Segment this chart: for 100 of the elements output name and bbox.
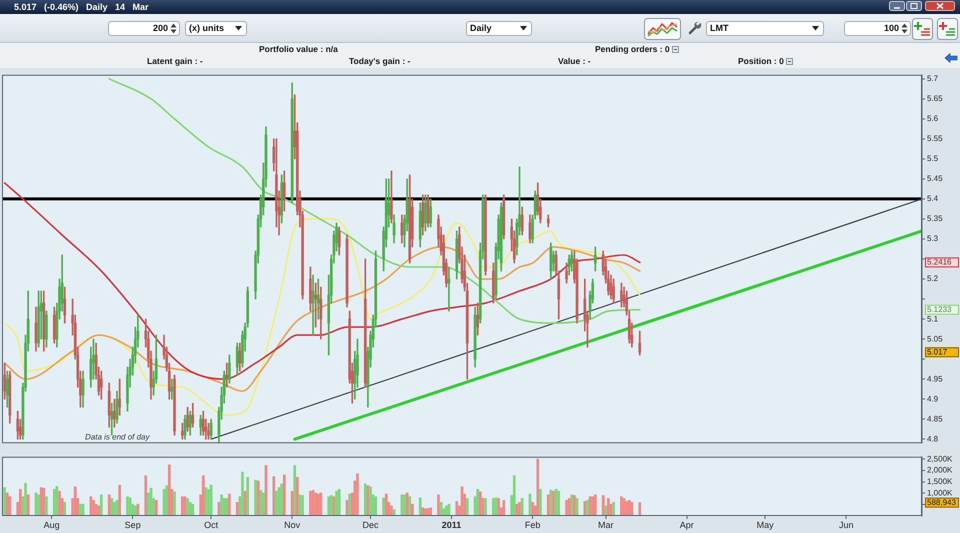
x-tick-label: Sep	[124, 520, 141, 530]
bar	[552, 490, 555, 516]
bar	[37, 494, 40, 516]
bar	[100, 494, 103, 516]
bar	[338, 489, 340, 516]
bar	[437, 494, 440, 516]
text: Value : -	[558, 56, 591, 66]
bar	[554, 489, 558, 516]
y-tick-label: 2,000K	[927, 466, 954, 475]
x-tick-label: Mar	[598, 520, 614, 530]
bar	[546, 494, 550, 516]
bar	[162, 489, 166, 516]
y-tick-label: 1,500K	[927, 477, 954, 486]
y-tick-label: 4.8	[927, 434, 939, 444]
text: Position : 0	[738, 56, 784, 66]
x-tick-label: Dec	[362, 520, 380, 530]
bar	[116, 500, 118, 516]
bar	[392, 509, 396, 516]
bar	[301, 495, 304, 516]
line-series	[4, 218, 641, 416]
bar	[254, 480, 257, 516]
bar	[210, 484, 212, 516]
bar	[18, 489, 22, 516]
bar	[528, 494, 532, 516]
text: Pending orders : 0	[595, 44, 670, 54]
bar	[406, 492, 408, 516]
bar	[403, 494, 406, 516]
bar	[3, 487, 6, 516]
text: Latent gain : -	[147, 56, 203, 66]
bar	[309, 490, 312, 516]
x-tick-label: 2011	[442, 520, 462, 530]
bar	[390, 506, 393, 516]
bar	[264, 465, 268, 516]
text: 100	[884, 23, 899, 33]
bar	[58, 490, 61, 516]
bar	[220, 494, 223, 516]
y-tick-label: 5.5	[927, 154, 939, 164]
bar	[34, 492, 38, 516]
bar	[400, 494, 404, 516]
bar	[335, 490, 338, 516]
candlestick	[448, 266, 450, 312]
bar	[557, 490, 560, 516]
bar	[539, 489, 542, 516]
x-tick-label: Oct	[204, 520, 219, 530]
bar	[620, 496, 623, 516]
bar	[6, 492, 9, 516]
bar	[588, 496, 592, 516]
y-tick-label: 588,943	[927, 498, 956, 507]
bar	[476, 489, 480, 516]
bar	[241, 472, 244, 516]
bar	[24, 482, 27, 516]
bar	[518, 502, 521, 516]
bar	[173, 492, 176, 516]
line-series	[108, 78, 641, 324]
y-tick-label: 5.1233	[927, 304, 952, 314]
bar	[460, 486, 464, 516]
bar	[82, 504, 84, 516]
y-tick-label: 5.4	[927, 194, 939, 204]
bar	[512, 475, 516, 516]
bar	[92, 500, 95, 516]
y-tick-label: 5.017	[927, 348, 948, 357]
bar	[531, 502, 534, 516]
y-tick-label: 1,000K	[927, 488, 954, 498]
bar	[165, 485, 168, 516]
bar	[42, 488, 46, 516]
bar	[108, 494, 110, 516]
bar	[184, 496, 186, 516]
bar	[602, 495, 604, 516]
bar	[186, 498, 189, 516]
text: 200	[152, 23, 168, 33]
bar	[293, 465, 296, 516]
y-tick-label: 4.85	[927, 414, 944, 424]
bar	[262, 492, 265, 516]
x-tick-label: May	[756, 520, 774, 530]
bar	[202, 475, 205, 516]
bar	[484, 498, 487, 516]
bar	[272, 476, 276, 516]
bar	[369, 486, 372, 516]
bar	[40, 487, 43, 516]
bar	[565, 500, 568, 516]
bar	[576, 498, 578, 516]
bar	[346, 500, 348, 516]
bar	[356, 473, 359, 516]
annotation: Data is end of day	[85, 432, 150, 442]
y-tick-label: 4.9	[927, 394, 939, 404]
bar	[298, 494, 302, 516]
y-tick-label: 5.7	[927, 74, 939, 84]
bar	[45, 496, 48, 516]
bar	[246, 476, 250, 516]
bar	[280, 484, 283, 516]
bar	[256, 480, 260, 516]
bar	[296, 476, 299, 516]
y-tick-label: 5.65	[927, 94, 944, 104]
bar	[275, 490, 278, 516]
bar	[570, 494, 574, 516]
bar	[74, 486, 77, 516]
bar	[144, 475, 148, 516]
bar	[364, 484, 367, 516]
bar	[320, 492, 322, 516]
bar	[290, 490, 294, 516]
